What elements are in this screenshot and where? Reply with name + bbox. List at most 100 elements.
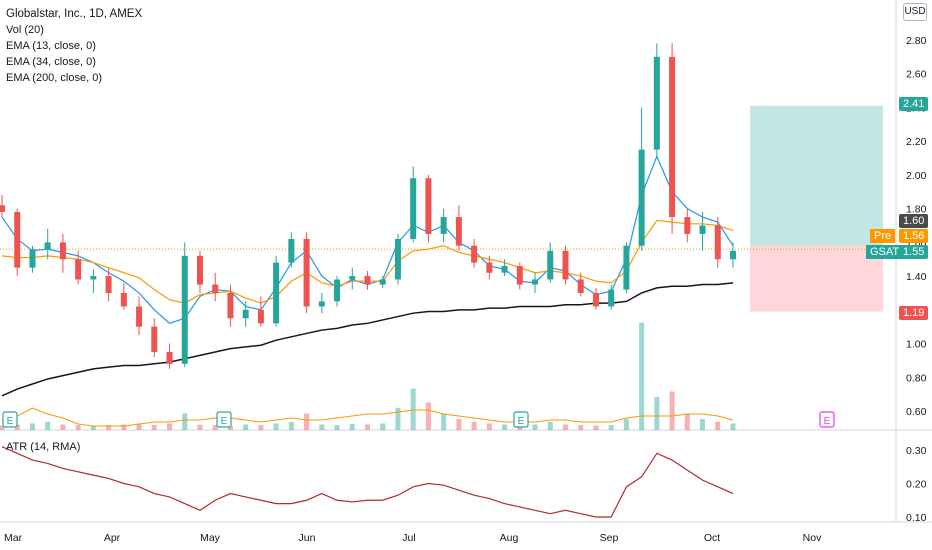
earnings-marker-box bbox=[216, 411, 232, 428]
candle bbox=[120, 282, 127, 310]
volume-bar bbox=[197, 424, 203, 430]
candle bbox=[59, 233, 66, 273]
candle-body bbox=[653, 56, 660, 150]
candle-body bbox=[532, 279, 539, 285]
volume-bar bbox=[486, 423, 492, 430]
volume-bars bbox=[0, 322, 736, 430]
candle-body bbox=[318, 301, 325, 307]
candle bbox=[623, 242, 630, 293]
price-tick-label: 2.60 bbox=[906, 69, 927, 81]
candle-body bbox=[90, 276, 97, 280]
volume-bar bbox=[288, 421, 294, 430]
candle-body bbox=[105, 276, 112, 293]
candle-body bbox=[257, 309, 264, 324]
volume-bar bbox=[441, 413, 447, 430]
candle-body bbox=[166, 351, 173, 364]
candle-body bbox=[455, 217, 462, 246]
candle-body bbox=[364, 276, 371, 285]
volume-bar bbox=[623, 419, 629, 430]
candle-body bbox=[638, 149, 645, 246]
volume-bar bbox=[654, 397, 660, 430]
candle bbox=[334, 276, 341, 307]
symbol-label: GSAT bbox=[866, 245, 904, 259]
premarket-label: Pre bbox=[870, 229, 896, 243]
time-tick-label: May bbox=[200, 532, 221, 544]
candle-body bbox=[75, 259, 82, 280]
candle-body bbox=[577, 279, 584, 293]
candle-body bbox=[714, 225, 721, 260]
indicator-ema200[interactable]: EMA (200, close, 0) bbox=[6, 72, 102, 84]
candle bbox=[349, 267, 356, 290]
candle bbox=[440, 208, 447, 243]
ema200-line bbox=[1, 282, 734, 397]
candle-body bbox=[151, 326, 158, 352]
candle bbox=[227, 284, 234, 327]
candle-body bbox=[29, 249, 36, 268]
indicator-vol[interactable]: Vol (20) bbox=[6, 24, 44, 36]
volume-bar bbox=[532, 424, 538, 430]
candle-body bbox=[730, 250, 736, 260]
earnings-marker[interactable]: E bbox=[216, 411, 232, 428]
candle bbox=[166, 343, 173, 369]
volume-bar bbox=[380, 423, 386, 430]
earnings-marker-label: E bbox=[518, 416, 525, 427]
candle-body bbox=[440, 217, 447, 234]
earnings-marker[interactable]: E bbox=[2, 411, 18, 428]
volume-bar bbox=[45, 421, 51, 430]
earnings-marker-box bbox=[819, 411, 835, 428]
volume-bar bbox=[471, 421, 477, 430]
candle-body bbox=[14, 212, 21, 268]
candles bbox=[0, 43, 736, 369]
candle bbox=[532, 272, 539, 293]
volume-ma-line bbox=[1, 407, 734, 427]
volume-bar bbox=[167, 423, 173, 430]
candle bbox=[379, 276, 386, 288]
candle-body bbox=[273, 262, 280, 324]
volume-bar bbox=[106, 425, 112, 430]
volume-bar bbox=[578, 425, 584, 430]
volume-ma-line bbox=[1, 407, 734, 427]
candle-body bbox=[623, 245, 630, 290]
candle bbox=[136, 296, 143, 336]
candle bbox=[592, 287, 599, 310]
volume-bar bbox=[684, 413, 690, 430]
indicator-ema13[interactable]: EMA (13, close, 0) bbox=[6, 40, 96, 52]
candle-body bbox=[486, 262, 493, 273]
candle-body bbox=[394, 238, 401, 280]
earnings-marker-box bbox=[513, 411, 529, 428]
atr-tick-label: 0.10 bbox=[906, 512, 927, 524]
volume-bar bbox=[730, 423, 736, 430]
volume-bar bbox=[75, 425, 81, 430]
candle-body bbox=[410, 178, 417, 239]
profit-zone bbox=[750, 105, 883, 246]
candle-body bbox=[120, 292, 127, 307]
price-tick-label: 1.00 bbox=[906, 339, 927, 351]
candle-body bbox=[425, 178, 432, 234]
last-price-tag: 1.55 bbox=[899, 245, 929, 259]
indicator-ema34[interactable]: EMA (34, close, 0) bbox=[6, 56, 96, 68]
candle-body bbox=[44, 242, 51, 250]
volume-bar bbox=[425, 402, 431, 430]
volume-bar bbox=[349, 423, 355, 430]
earnings-marker[interactable]: E bbox=[513, 411, 529, 428]
candle-body bbox=[59, 242, 66, 260]
candle-body bbox=[684, 217, 691, 234]
symbol-title[interactable]: Globalstar, Inc., 1D, AMEX bbox=[6, 8, 143, 20]
atr-legend[interactable]: ATR (14, RMA) bbox=[6, 441, 81, 453]
candle bbox=[29, 245, 36, 273]
candle-body bbox=[562, 250, 569, 280]
price-tick-label: 2.80 bbox=[906, 35, 927, 47]
candle bbox=[303, 232, 310, 314]
candle bbox=[486, 255, 493, 280]
candle-body bbox=[608, 289, 615, 307]
volume-bar bbox=[227, 425, 233, 430]
earnings-marker[interactable]: E bbox=[819, 411, 835, 428]
candle-body bbox=[471, 245, 478, 263]
currency-button[interactable]: USD bbox=[903, 3, 927, 21]
candle-body bbox=[699, 225, 706, 234]
volume-bar bbox=[700, 419, 706, 430]
stop-price-tag: 1.19 bbox=[899, 306, 929, 320]
candle-body bbox=[288, 238, 295, 263]
candle bbox=[105, 267, 112, 302]
candle bbox=[425, 174, 432, 243]
